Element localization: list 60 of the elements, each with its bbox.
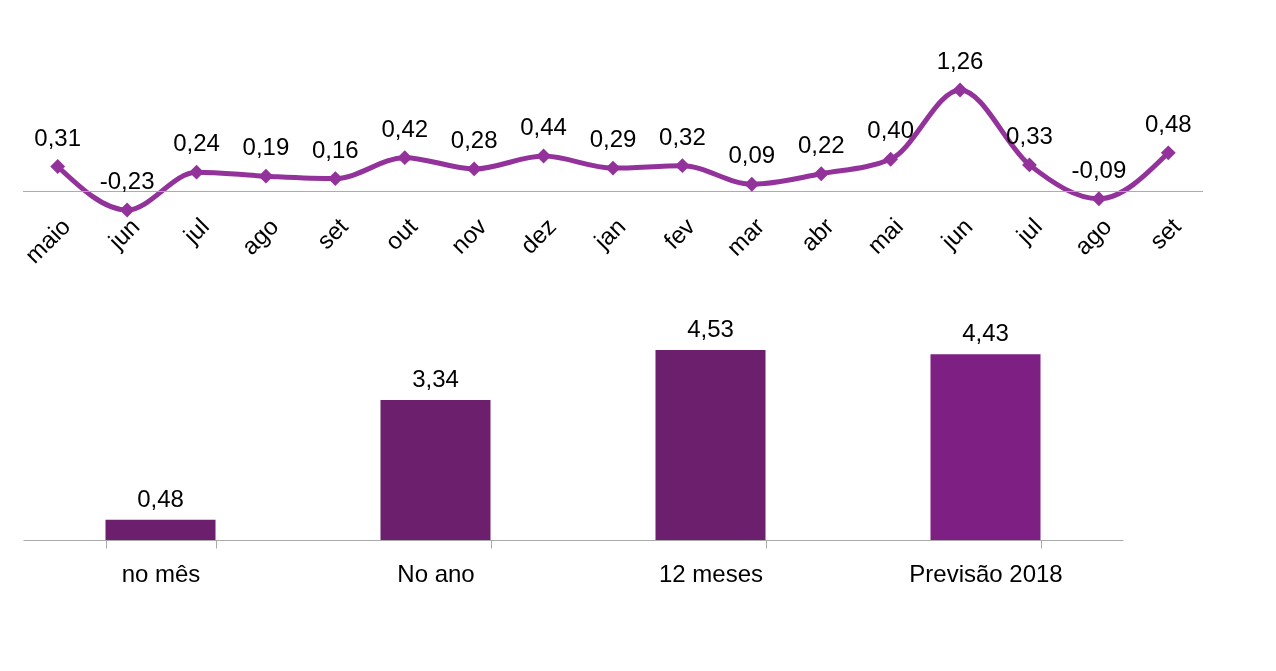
bar [930,354,1041,540]
point [1160,145,1176,161]
point [883,151,899,167]
data-label: -0,23 [99,167,155,194]
point [189,164,204,180]
x-tick-label: 12 meses [658,559,764,587]
x-tick-label: No ano [397,559,475,587]
x-tick-label: fev [658,212,700,255]
data-label: 0,28 [450,125,498,153]
point [119,202,135,218]
point [952,82,968,98]
point [1091,191,1107,207]
x-tick-label: abr [795,212,839,256]
x-tick-label: Previsão 2018 [909,559,1063,587]
point [1022,157,1037,173]
data-label: 0,44 [520,113,567,141]
data-label: 0,48 [1144,109,1192,137]
data-label: 0,42 [381,114,429,142]
data-label: 1,26 [936,47,984,74]
data-label: 3,34 [412,364,459,392]
data-label: 0,24 [173,129,220,157]
x-tick-label: ago [236,212,284,260]
x-tick-label: jun [102,212,145,255]
data-label: 0,31 [34,123,82,151]
bar [105,519,216,540]
data-label: 0,29 [589,125,637,153]
x-tick-label: set [1144,212,1186,255]
point [258,168,274,184]
data-label: 0,19 [242,133,290,161]
x-tick-label: dez [514,212,562,259]
point [813,166,829,182]
x-tick-label: out [379,212,423,256]
point [675,158,690,174]
data-label: 0,33 [1006,121,1053,149]
x-tick-label: jul [177,212,214,250]
x-tick-label: nov [445,212,492,259]
point [50,159,66,174]
x-tick-label: no mês [121,559,201,587]
x-tick-label: set [311,212,354,255]
point [536,148,551,164]
x-tick-label: jun [935,212,978,255]
data-label: 0,09 [728,141,776,169]
data-label: 0,22 [797,130,845,158]
data-label: 0,40 [867,116,915,144]
x-tick-label: mai [861,212,909,259]
point [744,176,760,192]
data-label: 4,43 [962,319,1009,347]
bar [655,350,766,540]
point [605,160,621,176]
x-tick-label: ago [1068,212,1117,260]
x-tick-label: jul [1010,212,1047,250]
data-label: 0,48 [137,484,184,512]
data-label: 4,53 [687,315,734,342]
x-tick-label: jan [588,212,631,255]
data-label: 0,32 [659,122,706,150]
data-label: 0,16 [311,135,359,163]
data-label: -0,09 [1071,155,1127,183]
bar [380,399,491,540]
x-tick-label: mar [720,212,770,261]
point [397,150,413,166]
